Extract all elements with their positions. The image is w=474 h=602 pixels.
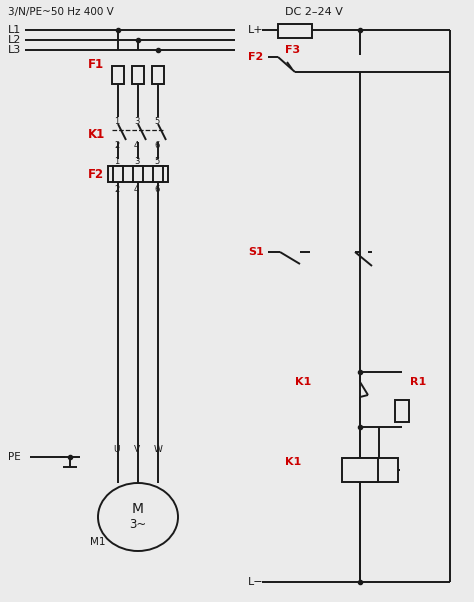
Text: V: V (134, 444, 140, 453)
Bar (358, 458, 398, 482)
Text: L2: L2 (8, 35, 21, 45)
Text: PE: PE (8, 452, 21, 462)
Bar (342, 458, 378, 482)
Bar (278, 24, 312, 38)
Text: 3: 3 (134, 158, 139, 167)
Bar (133, 166, 143, 182)
Text: L3: L3 (8, 45, 21, 55)
Bar (152, 66, 164, 84)
Text: R1: R1 (410, 377, 426, 387)
Text: 6: 6 (154, 141, 159, 150)
Text: F1: F1 (88, 58, 104, 70)
Bar (112, 66, 124, 84)
Bar (113, 166, 123, 182)
Text: K1: K1 (88, 128, 105, 140)
Text: 2: 2 (114, 141, 119, 150)
Ellipse shape (98, 483, 178, 551)
Text: 3: 3 (134, 117, 139, 126)
Bar (108, 166, 168, 182)
Text: F2: F2 (88, 169, 104, 181)
Text: 1: 1 (114, 117, 119, 126)
Text: 4: 4 (134, 185, 139, 194)
Text: 5: 5 (154, 117, 159, 126)
Text: U: U (113, 444, 119, 453)
Bar (132, 66, 144, 84)
Bar (395, 400, 409, 422)
Text: 5: 5 (154, 158, 159, 167)
Text: S1: S1 (248, 247, 264, 257)
Text: 3~: 3~ (129, 518, 146, 530)
Text: 4: 4 (134, 141, 139, 150)
Text: DC 2–24 V: DC 2–24 V (285, 7, 343, 17)
Text: F3: F3 (285, 45, 300, 55)
Text: 1: 1 (114, 158, 119, 167)
Bar (153, 166, 163, 182)
Text: L−: L− (248, 577, 264, 587)
Text: 6: 6 (154, 185, 159, 194)
Text: 3/N/PE~50 Hz 400 V: 3/N/PE~50 Hz 400 V (8, 7, 114, 17)
Text: L1: L1 (8, 25, 21, 35)
Text: M: M (132, 502, 144, 516)
Text: 2: 2 (114, 185, 119, 194)
Text: K1: K1 (285, 457, 301, 467)
Text: M1: M1 (90, 537, 106, 547)
Text: L+: L+ (248, 25, 264, 35)
Text: K1: K1 (295, 377, 311, 387)
Text: F2: F2 (248, 52, 263, 62)
Text: W: W (154, 444, 163, 453)
